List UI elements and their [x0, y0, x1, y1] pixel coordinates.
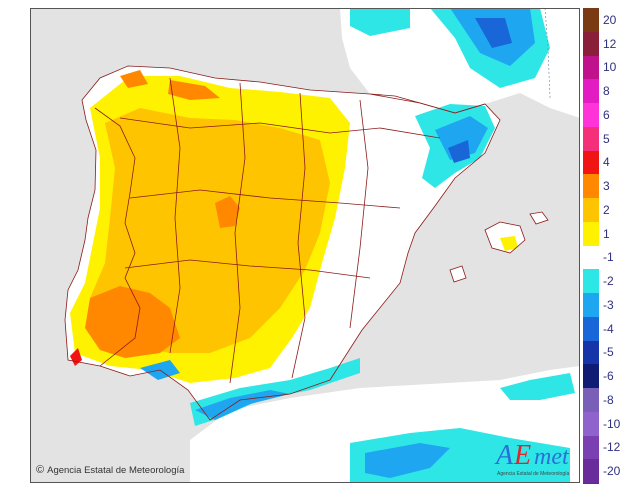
legend-swatch [583, 174, 599, 199]
province-lines-vertical-2 [229, 82, 246, 384]
legend-swatch [583, 293, 599, 318]
legend-label: 5 [603, 131, 610, 146]
credit-line: © Agencia Estatal de Meteorología [36, 464, 184, 476]
legend-swatch [583, 103, 599, 128]
legend-label: 4 [603, 155, 610, 170]
legend-label: -5 [603, 345, 614, 360]
anomaly-zone-negative-3e [365, 443, 450, 478]
legend-swatch [583, 55, 599, 81]
legend-swatch [583, 316, 599, 342]
menorca-coast [529, 211, 549, 225]
anomaly-zone-negative-3a [435, 116, 488, 160]
portugal-border [94, 107, 141, 367]
legend-label: -8 [603, 392, 614, 407]
legend-label: -1 [603, 250, 614, 265]
country-boundaries [544, 8, 551, 99]
legend-label: 3 [603, 179, 610, 194]
credit-text: Agencia Estatal de Meteorología [47, 464, 185, 476]
aemet-logo: A E met Agencia Estatal de Meteorología [494, 440, 570, 477]
anomaly-zone-positive-4 [70, 348, 82, 366]
legend-swatch [583, 388, 599, 413]
legend-swatch [583, 269, 599, 294]
anomaly-zone-negative-2c [350, 8, 410, 36]
legend-label: 12 [603, 36, 617, 51]
legend-swatch [583, 459, 599, 484]
color-legend: 20 12 10 8 6 5 4 3 2 1 -1 -2 -3 -4 -5 -6 -8 -10 -12 -20 [583, 8, 630, 484]
legend-swatch [583, 198, 599, 223]
anomaly-zone-negative-2f [500, 373, 575, 400]
legend-swatch [583, 245, 599, 271]
anomaly-zone-balearic [500, 236, 518, 251]
legend-label: 1 [603, 226, 610, 241]
logo-letters-met: met [534, 444, 570, 470]
legend-swatch [583, 411, 599, 437]
legend-swatch [583, 364, 599, 389]
copyright-symbol: © [36, 464, 45, 476]
legend-label: 20 [603, 12, 617, 27]
legend-label: -10 [603, 416, 621, 431]
legend-swatch [583, 126, 599, 152]
legend-swatch [583, 435, 599, 461]
anomaly-zone-negative-4a [448, 140, 470, 163]
legend-swatch [583, 79, 599, 104]
ibiza [450, 266, 466, 282]
mallorca-coast [484, 221, 526, 254]
legend-label: -6 [603, 369, 614, 384]
anomaly-zone-positive-3b [215, 196, 240, 228]
logo-letter-e: E [513, 440, 531, 471]
legend-label: -3 [603, 297, 614, 312]
province-lines-vertical-1 [169, 77, 181, 354]
legend-label: 8 [603, 84, 610, 99]
legend-swatch [583, 340, 599, 366]
legend-label: 2 [603, 202, 610, 217]
legend-label: 10 [603, 60, 617, 75]
legend-swatch [583, 8, 599, 33]
iberia-coastline [64, 65, 501, 421]
legend-swatch [583, 31, 599, 57]
anomaly-zone-positive-3c [168, 80, 220, 100]
logo-letter-a: A [494, 440, 514, 471]
map-borders [64, 65, 549, 421]
anomaly-zone-positive-3d [120, 70, 148, 88]
legend-label: -2 [603, 274, 614, 289]
logo-lettering: A E met Agencia Estatal de Meteorología [494, 440, 570, 477]
anomaly-zone-positive-3a [85, 286, 180, 358]
ibiza-coast [449, 265, 467, 283]
legend-label: -4 [603, 321, 614, 336]
anomaly-zone-positive-2 [90, 108, 330, 353]
map-frame-border [30, 8, 580, 483]
legend-label: 6 [603, 107, 610, 122]
anomaly-zone-negative-4b [475, 18, 512, 48]
france-switzerland-line [544, 8, 551, 99]
province-lines-south [124, 259, 371, 279]
province-lines-north [119, 117, 441, 139]
france-border [369, 93, 486, 114]
legend-swatch [583, 150, 599, 176]
legend-label: -12 [603, 440, 621, 455]
province-lines-vertical-3 [291, 92, 306, 379]
province-lines-vertical-4 [349, 99, 369, 329]
legend-label: -20 [603, 464, 621, 479]
logo-subtitle: Agencia Estatal de Meteorología [497, 471, 569, 477]
temperature-anomaly-map [30, 8, 580, 483]
anomaly-zone-negative-3c [195, 390, 290, 420]
legend-swatch [583, 221, 599, 247]
